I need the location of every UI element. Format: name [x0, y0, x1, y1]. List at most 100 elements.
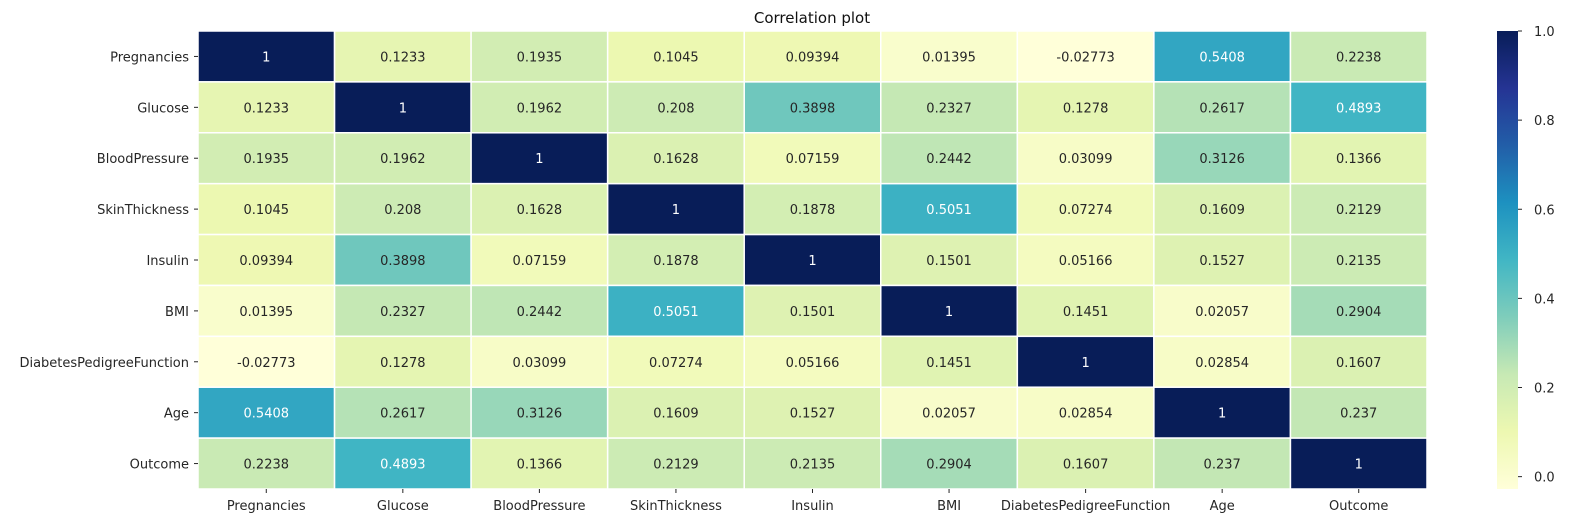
colorbar: 0.0 0.2 0.4 0.6 0.8 1.0 — [1497, 25, 1555, 489]
heatmap-cell-value: 0.5051 — [653, 305, 699, 320]
heatmap-cell-value: 1 — [945, 305, 953, 320]
heatmap-cell-value: 0.5051 — [926, 203, 972, 218]
heatmap-cell — [880, 233, 1019, 287]
heatmap-cell-value: 0.2904 — [926, 458, 972, 473]
x-tick-label: Age — [1210, 499, 1235, 514]
y-tick-label: BMI — [165, 305, 189, 320]
x-tick-label: BloodPressure — [493, 499, 585, 514]
heatmap-cell — [197, 386, 336, 439]
heatmap-cell-value: 0.2129 — [1336, 203, 1382, 218]
x-tick-label: Glucose — [377, 499, 429, 514]
heatmap-cell — [470, 132, 609, 185]
heatmap-cell — [197, 335, 336, 388]
heatmap-cell — [197, 132, 336, 185]
heatmap-cell — [333, 30, 472, 83]
heatmap-cell-value: 0.09394 — [786, 50, 840, 65]
heatmap-cell — [1289, 132, 1428, 185]
heatmap-cell — [197, 182, 336, 236]
heatmap-cell — [743, 335, 882, 388]
heatmap-cell — [470, 81, 609, 134]
heatmap-cell-value: 0.1935 — [517, 50, 563, 65]
heatmap-cell-value: 0.1451 — [926, 356, 972, 371]
colorbar-tick-label: 1.0 — [1534, 25, 1555, 40]
heatmap-cell — [743, 284, 882, 338]
heatmap-cell — [1289, 182, 1428, 236]
colorbar-tick-label: 0.2 — [1534, 382, 1555, 397]
heatmap-cell-value: 0.1878 — [790, 203, 836, 218]
heatmap-cell — [197, 284, 336, 338]
heatmap-cell — [880, 437, 1019, 490]
heatmap-cell-value: 0.3126 — [1199, 152, 1245, 167]
heatmap-cell-value: 0.1366 — [1336, 152, 1382, 167]
colorbar-tick-label: 0.6 — [1534, 203, 1555, 218]
heatmap-cell — [1153, 81, 1292, 134]
heatmap-cell — [1153, 30, 1292, 83]
heatmap-cell — [333, 437, 472, 490]
heatmap-cell-value: 0.07274 — [649, 356, 703, 371]
heatmap-cell-value: 0.01395 — [922, 50, 976, 65]
x-tick-label: SkinThickness — [630, 499, 722, 514]
heatmap-cell-value: 0.5408 — [244, 407, 290, 422]
heatmap-cell — [743, 386, 882, 439]
heatmap-cell — [333, 132, 472, 185]
heatmap-cell — [743, 437, 882, 490]
heatmap-cell — [333, 182, 472, 236]
heatmap-cell — [1016, 81, 1155, 134]
heatmap-cell — [1289, 233, 1428, 287]
heatmap-cell-value: 0.2617 — [1199, 101, 1245, 116]
heatmap-cell-value: 0.1451 — [1063, 305, 1109, 320]
heatmap-cell-value: 1 — [399, 101, 407, 116]
heatmap-cell — [1289, 81, 1428, 134]
y-tick-label: SkinThickness — [97, 203, 189, 218]
heatmap-cell-value: 0.2135 — [790, 458, 836, 473]
heatmap-cell-value: 0.1278 — [1063, 101, 1109, 116]
x-tick-label: Insulin — [791, 499, 834, 514]
y-tick-label: Age — [164, 407, 189, 422]
heatmap-cell-value: 0.2442 — [517, 305, 563, 320]
heatmap-cell-value: 0.2617 — [380, 407, 426, 422]
heatmap-cell — [1289, 284, 1428, 338]
heatmap-cell-value: 0.3898 — [380, 254, 426, 269]
heatmap-cell — [606, 437, 745, 490]
heatmap-cell-value: 0.237 — [1340, 407, 1377, 422]
heatmap-cell-value: 0.02854 — [1059, 407, 1113, 422]
heatmap-cell-value: 0.1628 — [653, 152, 699, 167]
heatmap-cell-value: 1 — [262, 50, 270, 65]
heatmap-cell-value: 0.2238 — [244, 458, 290, 473]
heatmap-cell-value: 0.03099 — [513, 356, 567, 371]
y-tick-label: Pregnancies — [110, 50, 189, 65]
heatmap-cell-value: 0.2904 — [1336, 305, 1382, 320]
heatmap-cell — [1016, 335, 1155, 388]
heatmap-cell — [1153, 284, 1292, 338]
heatmap-cell-value: 0.3126 — [517, 407, 563, 422]
heatmap-cell-value: 0.2327 — [380, 305, 426, 320]
heatmap-cell-value: 0.5408 — [1199, 50, 1245, 65]
y-tick-label: Insulin — [146, 254, 189, 269]
heatmap-cell-value: 0.1527 — [1199, 254, 1245, 269]
heatmap-cell-value: 0.1233 — [244, 101, 290, 116]
heatmap-cell-value: 1 — [808, 254, 816, 269]
heatmap-cell — [470, 30, 609, 83]
heatmap-cell-value: 1 — [1355, 458, 1363, 473]
heatmap-cell — [606, 182, 745, 236]
heatmap-cell — [333, 335, 472, 388]
heatmap-cell-value: 0.1501 — [790, 305, 836, 320]
y-axis: Pregnancies Glucose BloodPressure SkinThick… — [19, 50, 198, 473]
heatmap-cell-value: 0.1278 — [380, 356, 426, 371]
heatmap-cell-value: 0.1527 — [790, 407, 836, 422]
heatmap-cell-value: 0.1609 — [653, 407, 699, 422]
heatmap-cell-value: 0.07159 — [786, 152, 840, 167]
y-tick-label: BloodPressure — [97, 152, 189, 167]
heatmap-cell-value: 1 — [1218, 407, 1226, 422]
heatmap-cell — [1016, 386, 1155, 439]
heatmap-cell-value: 1 — [1081, 356, 1089, 371]
heatmap-cell — [880, 30, 1019, 83]
x-axis: Pregnancies Glucose BloodPressure SkinThick… — [227, 489, 1388, 514]
heatmap-cell-value: 0.4893 — [1336, 101, 1382, 116]
heatmap-cell — [197, 81, 336, 134]
heatmap-cells — [197, 30, 1428, 490]
heatmap-cell-value: -0.02773 — [1056, 50, 1114, 65]
heatmap-cell — [1289, 437, 1428, 490]
